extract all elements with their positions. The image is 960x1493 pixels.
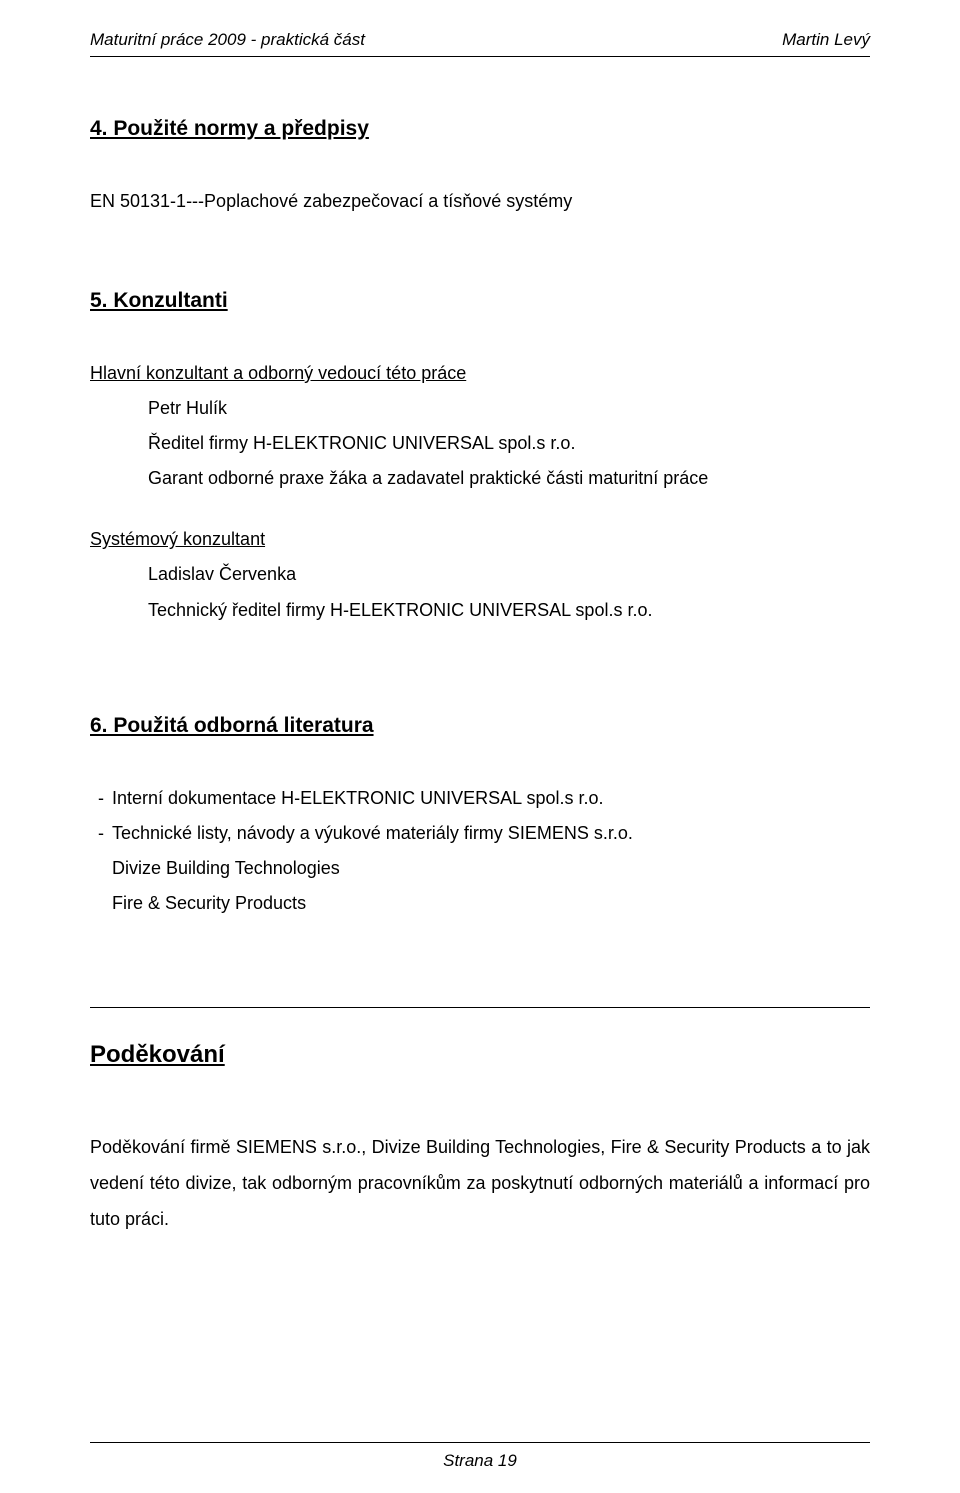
literature-item-2: Technické listy, návody a výukové materi… — [112, 816, 870, 851]
consultant-1-note: Garant odborné praxe žáka a zadavatel pr… — [90, 461, 870, 496]
header-left: Maturitní práce 2009 - praktická část — [90, 30, 365, 50]
section-4-heading: 4. Použité normy a předpisy — [90, 109, 870, 150]
literature-item-1: Interní dokumentace H-ELEKTRONIC UNIVERS… — [112, 781, 870, 816]
consultant-2-name: Ladislav Červenka — [90, 557, 870, 592]
header-row: Maturitní práce 2009 - praktická část Ma… — [90, 30, 870, 50]
page: Maturitní práce 2009 - praktická část Ma… — [0, 0, 960, 1493]
section-5: 5. Konzultanti Hlavní konzultant a odbor… — [90, 281, 870, 628]
consultant-1-title: Hlavní konzultant a odborný vedoucí této… — [90, 356, 870, 391]
literature-sub-1: Divize Building Technologies — [90, 851, 870, 886]
consultant-2-role: Technický ředitel firmy H-ELEKTRONIC UNI… — [90, 593, 870, 628]
consultant-2-title: Systémový konzultant — [90, 522, 870, 557]
bullet-icon: - — [90, 781, 112, 816]
consultant-group-1: Hlavní konzultant a odborný vedoucí této… — [90, 356, 870, 496]
section-6: 6. Použitá odborná literatura - Interní … — [90, 706, 870, 921]
footer: Strana 19 — [90, 1442, 870, 1471]
thanks-body: Poděkování firmě SIEMENS s.r.o., Divize … — [90, 1129, 870, 1237]
footer-rule — [90, 1442, 870, 1443]
header-right: Martin Levý — [782, 30, 870, 50]
consultant-1-role: Ředitel firmy H-ELEKTRONIC UNIVERSAL spo… — [90, 426, 870, 461]
thanks-heading: Poděkování — [90, 1032, 870, 1079]
list-item: - Interní dokumentace H-ELEKTRONIC UNIVE… — [90, 781, 870, 816]
footer-page-number: Strana 19 — [90, 1451, 870, 1471]
content: 4. Použité normy a předpisy EN 50131-1--… — [90, 57, 870, 1237]
literature-list: - Interní dokumentace H-ELEKTRONIC UNIVE… — [90, 781, 870, 921]
section-6-heading: 6. Použitá odborná literatura — [90, 706, 870, 747]
consultant-1-name: Petr Hulík — [90, 391, 870, 426]
section-4-line: EN 50131-1---Poplachové zabezpečovací a … — [90, 184, 870, 219]
bullet-icon: - — [90, 816, 112, 851]
consultant-group-2: Systémový konzultant Ladislav Červenka T… — [90, 522, 870, 627]
thanks-section: Poděkování Poděkování firmě SIEMENS s.r.… — [90, 1008, 870, 1237]
section-5-heading: 5. Konzultanti — [90, 281, 870, 322]
section-4: 4. Použité normy a předpisy EN 50131-1--… — [90, 109, 870, 219]
list-item: - Technické listy, návody a výukové mate… — [90, 816, 870, 851]
literature-sub-2: Fire & Security Products — [90, 886, 870, 921]
